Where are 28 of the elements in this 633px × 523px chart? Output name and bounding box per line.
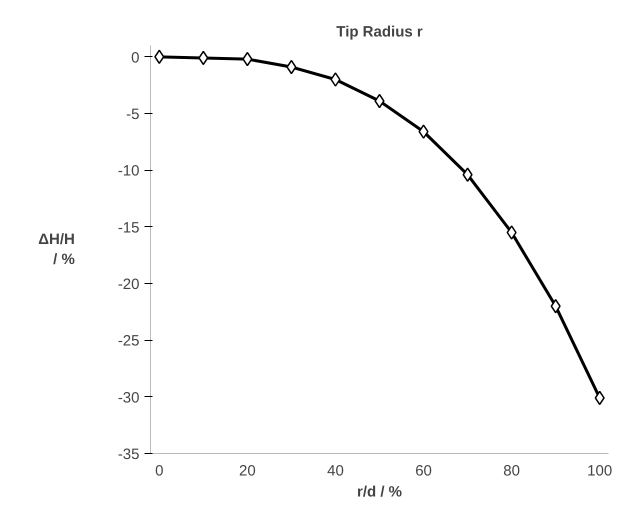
point <box>506 225 517 240</box>
y-tick-label: -35 <box>118 446 140 463</box>
x-tick-label: 40 <box>327 462 344 480</box>
x-tick-label: 20 <box>239 462 256 480</box>
y-tick-label: -10 <box>118 162 140 180</box>
point <box>462 167 473 182</box>
point <box>198 50 208 66</box>
point <box>418 124 429 139</box>
point <box>330 72 341 87</box>
x-tick-label: 100 <box>587 462 612 480</box>
y-tick-label: -5 <box>126 106 140 123</box>
point <box>286 60 297 74</box>
x-tick-label: 60 <box>415 462 432 480</box>
point <box>550 298 561 314</box>
point <box>154 50 164 64</box>
x-axis-title: r/d / % <box>356 484 402 500</box>
x-tick-label: 80 <box>503 462 520 480</box>
y-axis-title: ΔH/H / % <box>38 230 75 268</box>
point <box>594 390 605 406</box>
y-tick-label: -15 <box>118 219 140 236</box>
point <box>374 94 385 108</box>
point <box>242 52 252 66</box>
x-tick-label: 0 <box>155 462 164 480</box>
y-tick-label: -20 <box>118 276 140 293</box>
y-tick-label: 0 <box>131 49 140 66</box>
y-tick-label: -25 <box>118 332 140 350</box>
chart-title: Tip Radius r <box>336 24 423 40</box>
y-tick-label: -30 <box>118 389 140 406</box>
